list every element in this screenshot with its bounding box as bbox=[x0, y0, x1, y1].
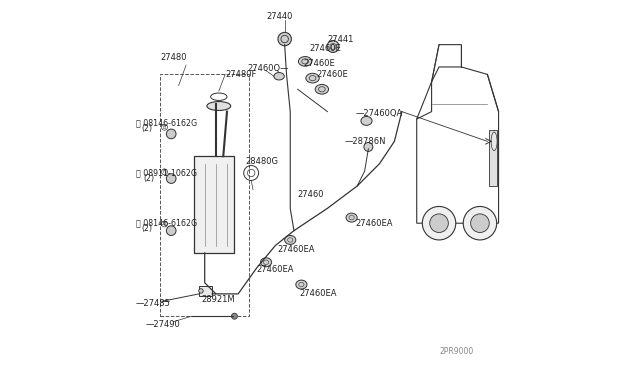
Text: —28786N: —28786N bbox=[344, 137, 386, 146]
Text: Ⓑ 08146-6162G: Ⓑ 08146-6162G bbox=[136, 118, 197, 127]
Ellipse shape bbox=[315, 84, 328, 94]
Circle shape bbox=[429, 214, 449, 232]
Text: 27480F: 27480F bbox=[226, 70, 257, 79]
Text: 27441: 27441 bbox=[328, 35, 354, 44]
Text: 27460E: 27460E bbox=[316, 70, 348, 79]
Bar bbox=[193, 156, 234, 253]
Ellipse shape bbox=[491, 132, 497, 151]
Text: —27460QA: —27460QA bbox=[355, 109, 403, 118]
Text: 27460E: 27460E bbox=[310, 44, 341, 53]
Text: 27460Q—: 27460Q— bbox=[248, 64, 289, 73]
Circle shape bbox=[166, 226, 176, 235]
Text: 2PR9000: 2PR9000 bbox=[439, 347, 474, 356]
Text: (2): (2) bbox=[141, 124, 152, 133]
Ellipse shape bbox=[260, 258, 271, 267]
Circle shape bbox=[232, 313, 237, 319]
Text: 27460: 27460 bbox=[298, 190, 324, 199]
Text: 28921M: 28921M bbox=[202, 295, 236, 304]
Ellipse shape bbox=[274, 73, 284, 80]
Text: 27440: 27440 bbox=[266, 12, 292, 21]
Text: 27480: 27480 bbox=[161, 53, 188, 62]
Text: B: B bbox=[163, 125, 166, 130]
Text: 27460EA: 27460EA bbox=[257, 265, 294, 274]
Circle shape bbox=[463, 206, 497, 240]
Circle shape bbox=[364, 142, 373, 151]
Circle shape bbox=[166, 174, 176, 183]
Bar bbox=[160, 74, 250, 316]
Ellipse shape bbox=[306, 73, 319, 83]
Circle shape bbox=[278, 32, 291, 46]
Ellipse shape bbox=[207, 102, 231, 110]
Circle shape bbox=[327, 41, 339, 52]
Ellipse shape bbox=[346, 213, 357, 222]
Text: 27460EA: 27460EA bbox=[300, 289, 337, 298]
Text: —27490: —27490 bbox=[145, 320, 180, 329]
Circle shape bbox=[470, 214, 489, 232]
Text: (2): (2) bbox=[141, 224, 152, 233]
Text: Ⓑ 08146-6162G: Ⓑ 08146-6162G bbox=[136, 219, 197, 228]
Ellipse shape bbox=[285, 235, 296, 244]
Text: Ⓝ 08911-1062G: Ⓝ 08911-1062G bbox=[136, 169, 197, 177]
Text: B: B bbox=[163, 221, 166, 227]
Circle shape bbox=[422, 206, 456, 240]
Text: 28480G: 28480G bbox=[246, 157, 278, 166]
Text: —27485: —27485 bbox=[136, 299, 171, 308]
Circle shape bbox=[166, 129, 176, 139]
Text: N: N bbox=[163, 169, 166, 174]
Ellipse shape bbox=[296, 280, 307, 289]
Bar bbox=[489, 130, 497, 186]
Text: 27460EA: 27460EA bbox=[277, 245, 315, 254]
Text: 27460EA: 27460EA bbox=[355, 219, 393, 228]
Bar bbox=[199, 286, 212, 296]
Circle shape bbox=[199, 289, 203, 293]
Text: 27460E: 27460E bbox=[303, 59, 335, 68]
Text: (2): (2) bbox=[143, 174, 154, 183]
Ellipse shape bbox=[298, 57, 312, 66]
Ellipse shape bbox=[361, 116, 372, 125]
